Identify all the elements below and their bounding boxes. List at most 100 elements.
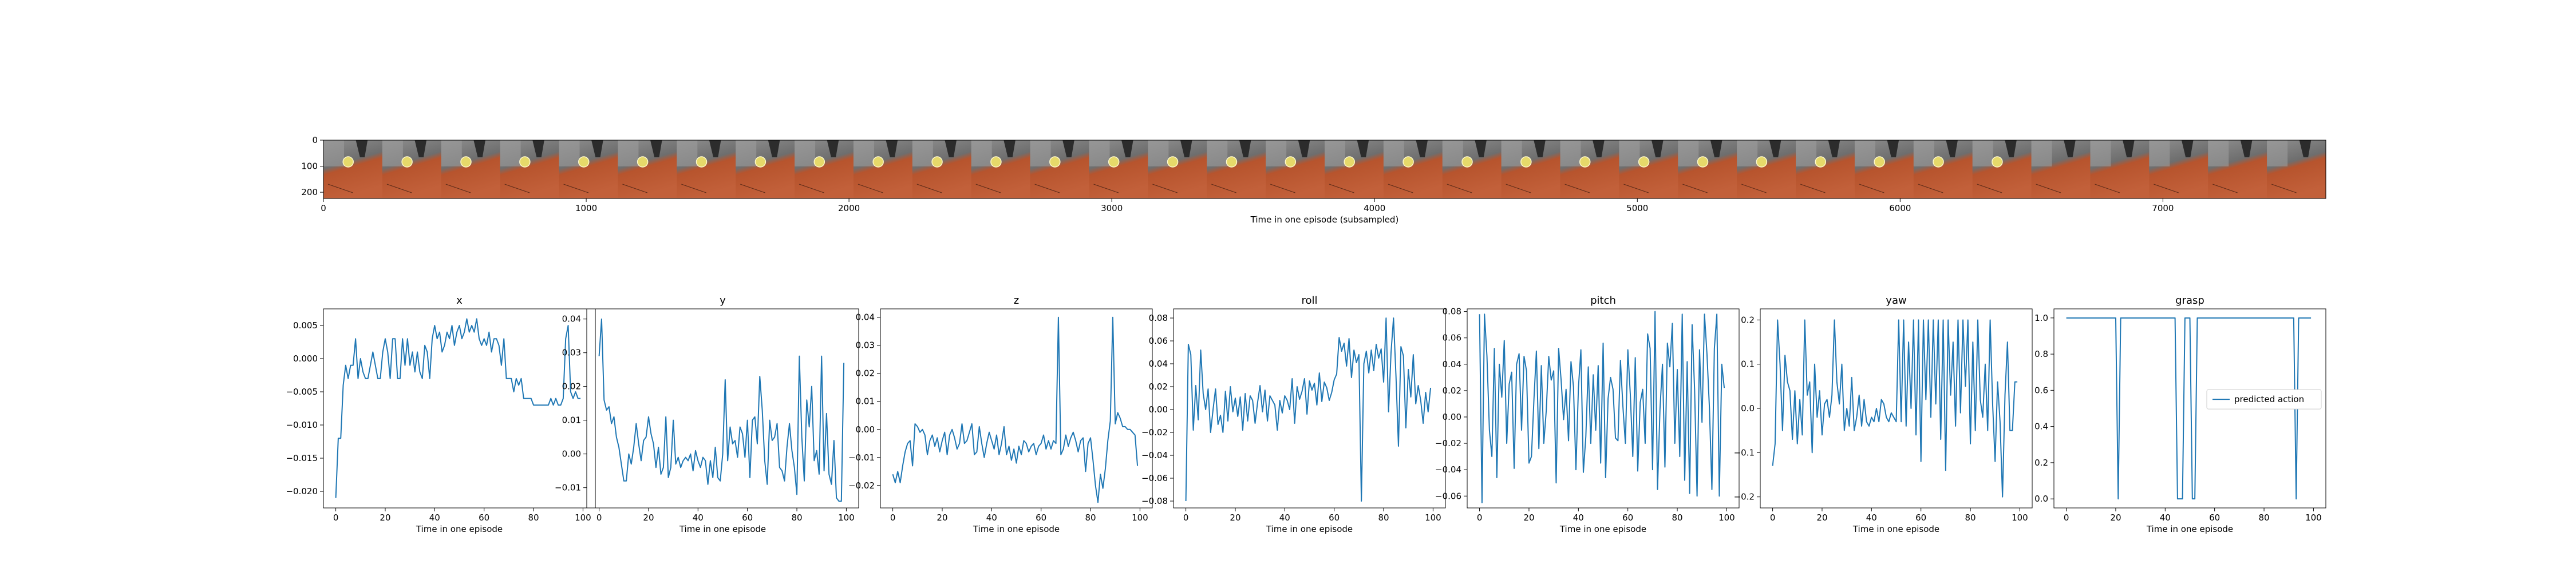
frame-wall xyxy=(2090,140,2111,166)
y-tick-label: −0.010 xyxy=(286,420,318,430)
x-tick-label: 100 xyxy=(2012,513,2028,523)
frame-wall xyxy=(1266,140,1287,166)
subplot-yaw: 0 20 40 60 80 100 −0.2 −0.1 0.0 0.1 0.2 yaw Time in … xyxy=(1734,295,2033,534)
y-tick-label: −0.08 xyxy=(1141,496,1168,506)
gripper-arm xyxy=(355,140,368,157)
x-tick-label: 80 xyxy=(791,513,802,523)
series-line xyxy=(1479,311,1725,503)
x-tick-label: 60 xyxy=(1329,513,1340,523)
gripper-arm xyxy=(532,140,544,157)
x-tick-label: 80 xyxy=(1378,513,1389,523)
gripper-arm xyxy=(2299,140,2312,157)
y-tick-label: −0.01 xyxy=(848,452,875,463)
ball xyxy=(1933,156,1944,168)
subplot-x: 0 20 40 60 80 100 −0.020 −0.015 −0.010 −0.005 0.00… xyxy=(286,295,596,534)
gripper-arm xyxy=(1887,140,1899,157)
gripper-arm xyxy=(1475,140,1487,157)
filmstrip-border xyxy=(323,140,2326,199)
y-tick-label: 0.06 xyxy=(1443,333,1461,343)
filmstrip-frame xyxy=(382,140,442,198)
axes-frame xyxy=(2053,308,2326,509)
y-tick-label: 0.02 xyxy=(1149,382,1168,392)
frame-wall xyxy=(1972,140,1993,166)
gripper-arm xyxy=(1593,140,1605,157)
gripper-arm xyxy=(1062,140,1074,157)
frame-wall xyxy=(1030,140,1051,166)
axes-frame xyxy=(880,308,1153,509)
subplot-title: pitch xyxy=(1590,295,1616,307)
ball xyxy=(813,156,825,168)
x-tick-label: 20 xyxy=(1816,513,1827,523)
subplot-title: y xyxy=(720,295,726,307)
x-tick-label: 0 xyxy=(596,513,602,523)
frame-wall xyxy=(1148,140,1169,166)
table-shadow xyxy=(1800,184,1826,193)
table-shadow xyxy=(504,184,530,193)
y-tick-label: 0.00 xyxy=(562,449,581,459)
gripper-arm xyxy=(945,140,957,157)
table-shadow xyxy=(445,184,471,193)
subplot-xlabel: Time in one episode xyxy=(2146,524,2233,534)
gripper-arm xyxy=(1180,140,1192,157)
filmstrip-frame xyxy=(1619,140,1678,198)
filmstrip-frame xyxy=(2149,140,2208,198)
axes-frame xyxy=(323,308,596,509)
filmstrip-frame xyxy=(2208,140,2267,198)
y-tick-label: 200 xyxy=(301,187,318,197)
y-tick-label: 0.0 xyxy=(1741,403,1755,414)
filmstrip-frame xyxy=(1913,140,1973,198)
gripper-arm xyxy=(1769,140,1781,157)
subplot-title: roll xyxy=(1301,295,1317,307)
frame-wall xyxy=(1207,140,1228,166)
ball xyxy=(872,156,884,168)
gripper-arm xyxy=(1357,140,1369,157)
frame-wall xyxy=(971,140,992,166)
subplot-grid: 0 20 40 60 80 100−0.020−0.015−0.010−0.0050.00… xyxy=(286,295,2326,534)
legend: predicted action xyxy=(2206,389,2322,410)
table-shadow xyxy=(2095,184,2120,193)
gripper-arm xyxy=(1416,140,1428,157)
x-tick-label: 0 xyxy=(321,203,326,213)
x-tick-label: 5000 xyxy=(1626,203,1648,213)
frame-wall xyxy=(1325,140,1346,166)
filmstrip-frame xyxy=(323,140,383,198)
filmstrip-frame xyxy=(1737,140,1796,198)
frame-wall xyxy=(2149,140,2170,166)
x-tick-label: 0 xyxy=(1770,513,1776,523)
x-tick-label: 0 xyxy=(890,513,896,523)
table-shadow xyxy=(327,184,353,193)
x-tick-label: 40 xyxy=(2160,513,2171,523)
gripper-arm xyxy=(1828,140,1840,157)
filmstrip-frame xyxy=(1796,140,1855,198)
filmstrip-frame xyxy=(1325,140,1384,198)
gripper-arm xyxy=(1710,140,1722,157)
subplot-grasp: 0 20 40 60 80 100 0.0 0.2 0.4 0.6 0.8 1.0 grasp Time … xyxy=(2034,295,2326,534)
ball xyxy=(1579,156,1591,168)
frame-wall xyxy=(677,140,698,166)
x-tick-label: 60 xyxy=(479,513,489,523)
x-tick-label: 100 xyxy=(1425,513,1441,523)
y-tick-label: 0.03 xyxy=(856,340,875,351)
y-tick-label: 0.08 xyxy=(1443,307,1461,317)
frame-wall xyxy=(441,140,462,166)
frame-wall xyxy=(1442,140,1463,166)
x-tick-label: 20 xyxy=(2110,513,2121,523)
table-shadow xyxy=(1918,184,1943,193)
y-tick-label: 0.2 xyxy=(1741,315,1755,325)
subplot-xlabel: Time in one episode xyxy=(416,524,503,534)
y-tick-label: −0.04 xyxy=(1435,464,1461,475)
x-tick-label: 100 xyxy=(838,513,855,523)
filmstrip-frame xyxy=(677,140,736,198)
table-shadow xyxy=(1093,184,1119,193)
table-shadow xyxy=(386,184,412,193)
y-tick-label: −0.02 xyxy=(1435,438,1461,448)
filmstrip-frame xyxy=(500,140,560,198)
gripper-arm xyxy=(650,140,662,157)
y-tick-label: 0.00 xyxy=(1443,412,1461,422)
gripper-arm xyxy=(591,140,603,157)
gripper-arm xyxy=(827,140,839,157)
filmstrip-frame xyxy=(853,140,913,198)
y-tick-label: 0.04 xyxy=(562,314,581,324)
subplot-xlabel: Time in one episode xyxy=(679,524,766,534)
